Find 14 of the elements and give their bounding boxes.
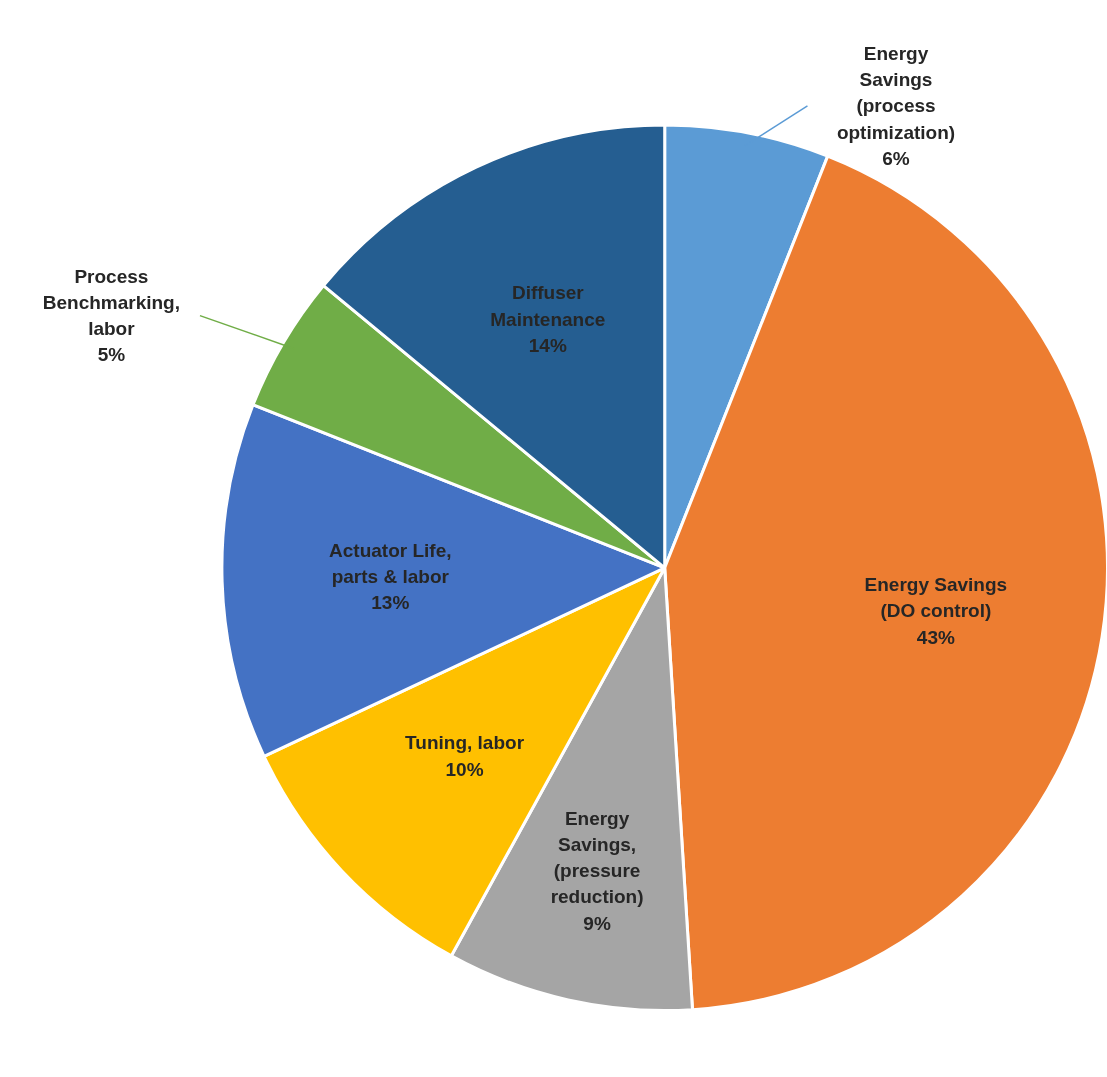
slice-label: Energy Savings (process optimization) [836,42,956,143]
data-label: 13% [371,592,410,614]
slice-label: Tuning, labor [405,732,525,754]
data-label: 9% [583,912,611,934]
data-label: 6% [882,147,910,169]
slice-label: Actuator Life, parts & labor [329,539,452,587]
data-label: 43% [916,626,955,648]
data-label: 5% [97,344,126,366]
slice-label: Energy Savings (DO control) [864,574,1008,622]
slice-label: Process Benchmarking, labor [42,265,181,340]
data-label: 10% [445,758,484,780]
data-label: 14% [528,334,567,356]
slice-label: Energy Savings, (pressure reduction) [550,807,644,908]
slice-label: Diffuser Maintenance [490,282,606,330]
